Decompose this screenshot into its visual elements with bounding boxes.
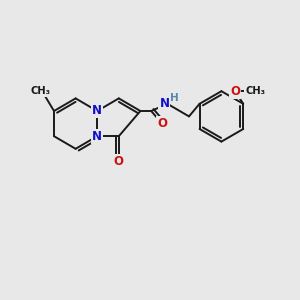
Text: CH₃: CH₃ — [245, 86, 265, 96]
Text: N: N — [159, 97, 170, 110]
Text: O: O — [230, 85, 240, 98]
Text: CH₃: CH₃ — [30, 86, 50, 97]
Text: O: O — [114, 155, 124, 168]
Text: H: H — [169, 93, 178, 103]
Text: N: N — [92, 130, 102, 143]
Text: O: O — [157, 117, 167, 130]
Text: N: N — [92, 104, 102, 118]
